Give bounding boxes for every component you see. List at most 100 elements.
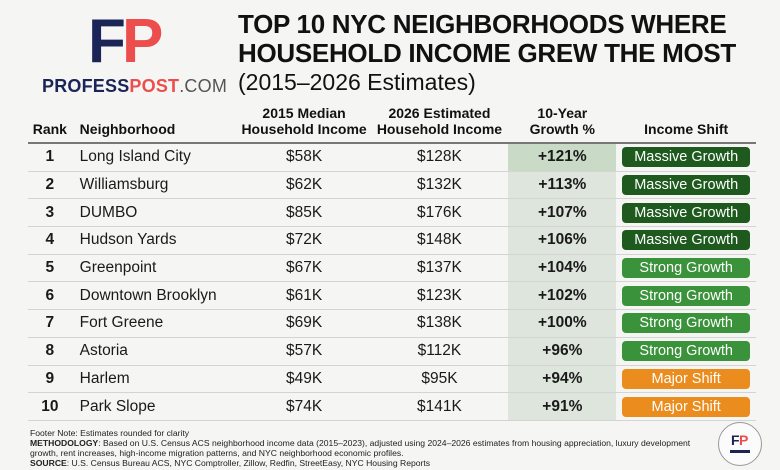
header-income-2015-l2: Household Income <box>241 121 367 137</box>
methodology-text: : Based on U.S. Census ACS neighborhood … <box>30 438 691 458</box>
shift-cell: Strong Growth <box>616 337 756 366</box>
seal-p: P <box>739 432 749 448</box>
seal-f: F <box>731 432 739 448</box>
rank-cell: 2 <box>28 171 72 200</box>
income-2026-cell: $141K <box>370 392 509 421</box>
header-row: Rank Neighborhood 2015 Median Household I… <box>28 103 756 144</box>
neighborhood-cell: Fort Greene <box>71 309 238 338</box>
growth-cell: +94% <box>508 365 617 394</box>
table-row: 6 Downtown Brooklyn $61K $123K +102% Strong G… <box>28 281 756 311</box>
brand-name-part1: PROFESS <box>42 76 130 96</box>
rank-cell: 6 <box>28 281 72 311</box>
header-income-2026-l1: 2026 Estimated <box>388 105 491 121</box>
source-text: : U.S. Census Bureau ACS, NYC Comptrolle… <box>66 458 431 468</box>
income-2015-cell: $72K <box>237 226 371 255</box>
shift-badge: Strong Growth <box>622 341 751 362</box>
header-income-2026-l2: Household Income <box>376 121 503 137</box>
table-row: 1 Long Island City $58K $128K +121% Massive G… <box>28 143 756 172</box>
footer-note: Footer Note: Estimates rounded for clari… <box>30 428 190 438</box>
shift-cell: Major Shift <box>616 392 756 421</box>
rank-cell: 1 <box>28 143 72 172</box>
shift-badge: Massive Growth <box>622 202 751 223</box>
income-2026-cell: $138K <box>370 309 509 338</box>
rank-cell: 8 <box>28 337 72 366</box>
table-row: 10 Park Slope $74K $141K +91% Major Shift <box>28 392 756 421</box>
income-2026-cell: $137K <box>370 254 509 283</box>
table-row: 5 Greenpoint $67K $137K +104% Strong Growth <box>28 254 756 283</box>
shift-cell: Major Shift <box>616 365 756 394</box>
rank-cell: 10 <box>28 392 72 421</box>
growth-cell: +104% <box>508 254 617 283</box>
logo-f: F <box>88 7 126 76</box>
growth-cell: +91% <box>508 392 617 421</box>
income-2015-cell: $62K <box>237 171 371 200</box>
income-2026-cell: $128K <box>370 143 509 172</box>
header-shift: Income Shift <box>616 103 756 144</box>
rank-cell: 5 <box>28 254 72 283</box>
neighborhood-cell: Hudson Yards <box>71 226 238 255</box>
fp-logo-icon: F P <box>88 7 178 76</box>
growth-cell: +107% <box>508 198 617 228</box>
title-block: TOP 10 NYC NEIGHBORHOODS WHERE HOUSEHOLD… <box>238 10 736 96</box>
shift-badge: Massive Growth <box>622 147 751 168</box>
shift-badge: Massive Growth <box>622 230 751 251</box>
income-2015-cell: $67K <box>237 254 371 283</box>
growth-cell: +96% <box>508 337 617 366</box>
growth-cell: +106% <box>508 226 617 255</box>
income-2015-cell: $74K <box>237 392 371 421</box>
income-2026-cell: $176K <box>370 198 509 228</box>
shift-cell: Massive Growth <box>616 143 756 172</box>
neighborhood-cell: Greenpoint <box>71 254 238 283</box>
shift-badge: Massive Growth <box>622 175 751 196</box>
shift-cell: Strong Growth <box>616 281 756 311</box>
neighborhood-cell: Downtown Brooklyn <box>71 281 238 311</box>
logo-p: P <box>122 7 163 76</box>
title-line-1: TOP 10 NYC NEIGHBORHOODS WHERE <box>238 9 727 39</box>
rank-cell: 4 <box>28 226 72 255</box>
income-2026-cell: $95K <box>370 365 509 394</box>
header-income-2015-l1: 2015 Median <box>262 105 346 121</box>
methodology-label: METHODOLOGY <box>30 438 99 448</box>
brand-name: PROFESSPOST.COM <box>42 76 227 97</box>
rank-cell: 3 <box>28 198 72 228</box>
table-body: 1 Long Island City $58K $128K +121% Massive G… <box>28 143 756 421</box>
income-2015-cell: $57K <box>237 337 371 366</box>
brand-logo: F P PROFESSPOST.COM <box>38 7 227 97</box>
neighborhood-cell: Astoria <box>71 337 238 366</box>
table-row: 7 Fort Greene $69K $138K +100% Strong Growth <box>28 309 756 338</box>
neighborhood-cell: Williamsburg <box>71 171 238 200</box>
header-rank: Rank <box>28 103 72 144</box>
income-2015-cell: $58K <box>237 143 371 172</box>
income-2015-cell: $49K <box>237 365 371 394</box>
income-2026-cell: $132K <box>370 171 509 200</box>
shift-cell: Massive Growth <box>616 226 756 255</box>
shift-cell: Massive Growth <box>616 198 756 228</box>
footer: Footer Note: Estimates rounded for clari… <box>30 428 720 468</box>
source-label: SOURCE <box>30 458 67 468</box>
brand-name-part2: POST <box>129 76 180 96</box>
shift-badge: Strong Growth <box>622 313 751 334</box>
income-2015-cell: $61K <box>237 281 371 311</box>
rank-cell: 7 <box>28 309 72 338</box>
seal-bar <box>730 450 750 453</box>
rank-cell: 9 <box>28 365 72 394</box>
shift-badge: Strong Growth <box>622 258 751 279</box>
shift-badge: Strong Growth <box>622 285 751 306</box>
title-line-2: HOUSEHOLD INCOME GREW THE MOST <box>238 38 737 68</box>
income-2015-cell: $69K <box>237 309 371 338</box>
shift-badge: Major Shift <box>622 396 751 417</box>
header-growth-l1: 10-Year <box>537 105 588 121</box>
header-income-2015: 2015 Median Household Income <box>237 103 371 144</box>
income-table: Rank Neighborhood 2015 Median Household I… <box>28 103 756 421</box>
income-2026-cell: $123K <box>370 281 509 311</box>
fp-seal-icon: F P <box>718 422 762 466</box>
table-row: 3 DUMBO $85K $176K +107% Massive Growth <box>28 198 756 228</box>
brand-name-part3: .COM <box>179 76 228 96</box>
neighborhood-cell: Long Island City <box>71 143 238 172</box>
header-growth-l2: Growth % <box>529 121 595 137</box>
subtitle: (2015–2026 Estimates) <box>238 69 476 95</box>
growth-cell: +121% <box>508 143 617 172</box>
table-row: 8 Astoria $57K $112K +96% Strong Growth <box>28 337 756 366</box>
growth-cell: +100% <box>508 309 617 338</box>
header-neighborhood: Neighborhood <box>71 103 238 144</box>
